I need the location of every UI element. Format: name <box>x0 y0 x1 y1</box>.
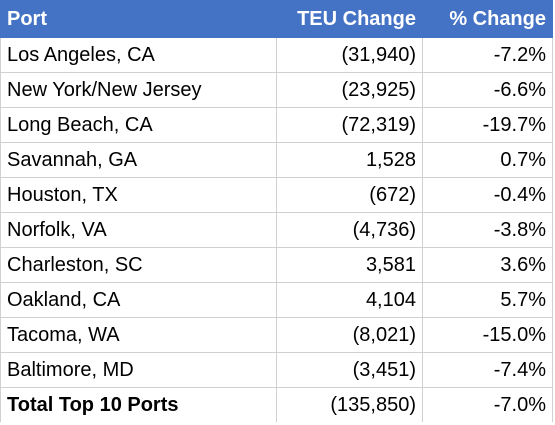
table-row: Los Angeles, CA (31,940) -7.2% <box>0 37 553 73</box>
pct-change-cell: 0.7% <box>422 142 553 178</box>
table-row: Savannah, GA 1,528 0.7% <box>0 142 553 178</box>
pct-change-cell: -6.6% <box>422 72 553 108</box>
table-row: Norfolk, VA (4,736) -3.8% <box>0 212 553 248</box>
port-cell: Baltimore, MD <box>0 352 277 388</box>
pct-change-cell: -7.4% <box>422 352 553 388</box>
table-row: New York/New Jersey (23,925) -6.6% <box>0 72 553 108</box>
port-cell: Charleston, SC <box>0 247 277 283</box>
port-cell: Long Beach, CA <box>0 107 277 143</box>
table-row: Tacoma, WA (8,021) -15.0% <box>0 317 553 353</box>
table-row: Oakland, CA 4,104 5.7% <box>0 282 553 318</box>
teu-change-cell: 1,528 <box>276 142 423 178</box>
teu-change-cell: (4,736) <box>276 212 423 248</box>
teu-change-cell: (8,021) <box>276 317 423 353</box>
teu-change-cell: 4,104 <box>276 282 423 318</box>
pct-change-cell: 5.7% <box>422 282 553 318</box>
port-cell: Los Angeles, CA <box>0 37 277 73</box>
port-cell: Oakland, CA <box>0 282 277 318</box>
teu-change-cell: (23,925) <box>276 72 423 108</box>
total-teu-change: (135,850) <box>276 387 423 422</box>
pct-change-cell: 3.6% <box>422 247 553 283</box>
pct-change-cell: -19.7% <box>422 107 553 143</box>
table-row: Houston, TX (672) -0.4% <box>0 177 553 213</box>
port-cell: Savannah, GA <box>0 142 277 178</box>
column-header-teu-change: TEU Change <box>276 0 423 38</box>
table-row: Charleston, SC 3,581 3.6% <box>0 247 553 283</box>
table-row: Baltimore, MD (3,451) -7.4% <box>0 352 553 388</box>
port-cell: Tacoma, WA <box>0 317 277 353</box>
total-row: Total Top 10 Ports (135,850) -7.0% <box>0 387 553 422</box>
teu-change-cell: (3,451) <box>276 352 423 388</box>
table-header-row: Port TEU Change % Change <box>0 0 553 38</box>
total-pct-change: -7.0% <box>422 387 553 422</box>
total-label: Total Top 10 Ports <box>0 387 277 422</box>
pct-change-cell: -3.8% <box>422 212 553 248</box>
teu-change-cell: (72,319) <box>276 107 423 143</box>
port-cell: Houston, TX <box>0 177 277 213</box>
teu-change-cell: 3,581 <box>276 247 423 283</box>
table-row: Long Beach, CA (72,319) -19.7% <box>0 107 553 143</box>
column-header-pct-change: % Change <box>422 0 553 38</box>
teu-change-cell: (31,940) <box>276 37 423 73</box>
teu-change-cell: (672) <box>276 177 423 213</box>
pct-change-cell: -7.2% <box>422 37 553 73</box>
column-header-port: Port <box>0 0 277 38</box>
port-cell: Norfolk, VA <box>0 212 277 248</box>
pct-change-cell: -0.4% <box>422 177 553 213</box>
port-cell: New York/New Jersey <box>0 72 277 108</box>
pct-change-cell: -15.0% <box>422 317 553 353</box>
